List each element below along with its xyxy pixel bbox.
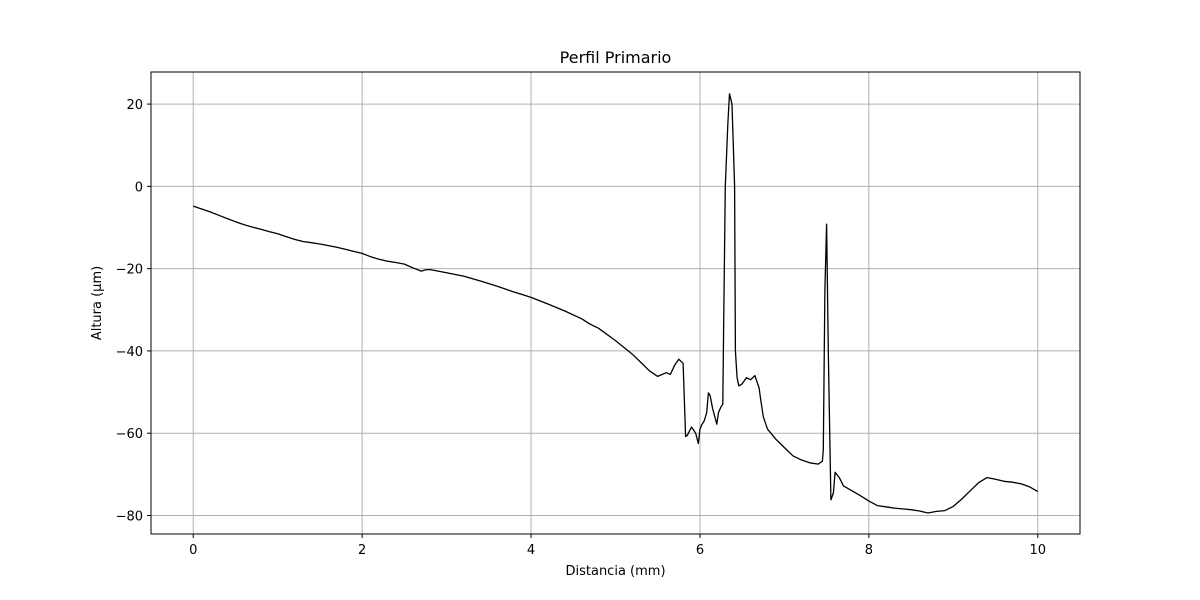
y-axis-title: Altura (µm) bbox=[90, 266, 105, 340]
x-axis-title: Distancia (mm) bbox=[565, 564, 665, 579]
plot-frame bbox=[150, 71, 1081, 535]
profile-series-line bbox=[192, 93, 1039, 514]
chart-title: Perfil Primario bbox=[560, 48, 672, 67]
y-tick-label: −20 bbox=[116, 263, 143, 278]
x-tick-label: 2 bbox=[358, 543, 366, 558]
x-tick-label: 4 bbox=[527, 543, 535, 558]
y-tick-label: −80 bbox=[116, 509, 143, 524]
y-tick-label: 20 bbox=[126, 98, 143, 113]
y-tick-label: −60 bbox=[116, 427, 143, 442]
x-tick-label: 0 bbox=[189, 543, 197, 558]
y-tick-label: 0 bbox=[135, 180, 143, 195]
x-tick-label: 8 bbox=[865, 543, 873, 558]
y-tick-label: −40 bbox=[116, 345, 143, 360]
axis-ticks: 0 2 4 6 8 10 20 0 −20 −40 −60 −80 bbox=[116, 98, 1046, 558]
data-line-layer bbox=[192, 93, 1039, 514]
x-tick-label: 10 bbox=[1029, 543, 1046, 558]
grid bbox=[151, 72, 1080, 534]
x-tick-label: 6 bbox=[696, 543, 704, 558]
